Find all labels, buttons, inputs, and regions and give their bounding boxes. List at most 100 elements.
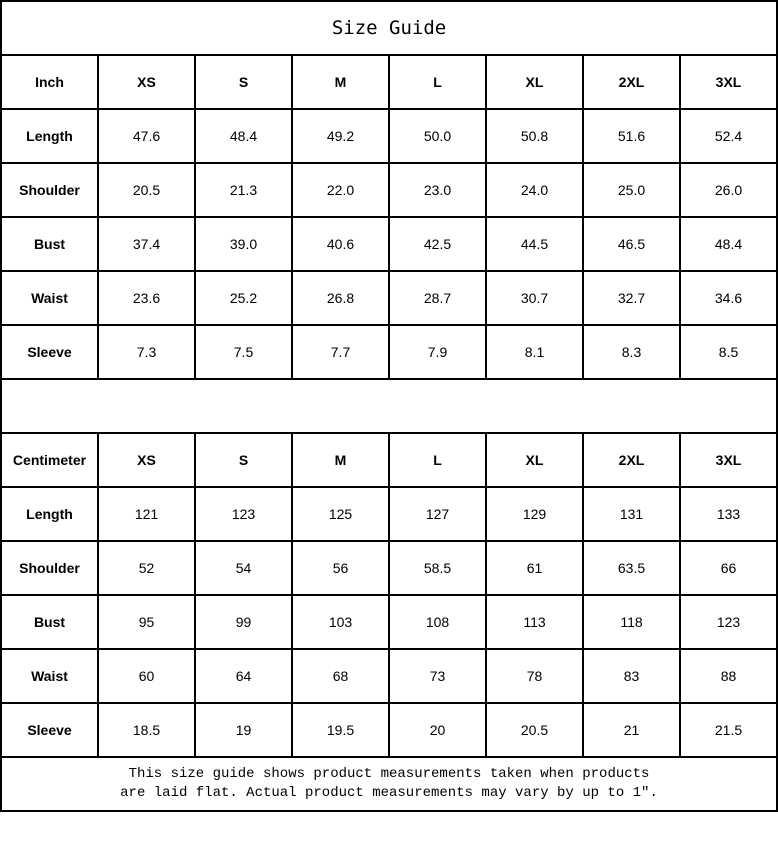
measurement-cell: 60 (97, 648, 196, 704)
size-header: 2XL (582, 432, 681, 488)
measurement-cell: 47.6 (97, 108, 196, 164)
table-row: Length 121 123 125 127 129 131 133 (0, 486, 778, 542)
unit-header: Inch (0, 54, 99, 110)
table-row: Shoulder 20.5 21.3 22.0 23.0 24.0 25.0 26.0 (0, 162, 778, 218)
measurement-cell: 133 (678, 486, 778, 542)
measurement-cell: 25.2 (194, 270, 293, 326)
measurement-cell: 99 (194, 594, 293, 650)
measurement-cell: 49.2 (291, 108, 390, 164)
size-header: L (388, 432, 487, 488)
measurement-cell: 131 (582, 486, 681, 542)
measurement-cell: 20.5 (485, 702, 584, 758)
table-row: Shoulder 52 54 56 58.5 61 63.5 66 (0, 540, 778, 596)
measurement-cell: 46.5 (582, 216, 681, 272)
row-label: Length (0, 486, 99, 542)
measurement-cell: 51.6 (582, 108, 681, 164)
measurement-cell: 88 (678, 648, 778, 704)
row-label: Shoulder (0, 540, 99, 596)
measurement-cell: 8.1 (485, 324, 584, 380)
row-label: Waist (0, 270, 99, 326)
measurement-cell: 103 (291, 594, 390, 650)
measurement-cell: 26.0 (678, 162, 778, 218)
size-header: S (194, 432, 293, 488)
table-row: Bust 37.4 39.0 40.6 42.5 44.5 46.5 48.4 (0, 216, 778, 272)
measurement-cell: 68 (291, 648, 390, 704)
measurement-cell: 8.5 (678, 324, 778, 380)
measurement-cell: 108 (388, 594, 487, 650)
measurement-cell: 23.0 (388, 162, 487, 218)
size-header: M (291, 54, 390, 110)
measurement-cell: 42.5 (388, 216, 487, 272)
measurement-cell: 7.5 (194, 324, 293, 380)
size-guide-table: Size Guide Inch XS S M L XL 2XL 3XL Length 47.6 48… (0, 0, 778, 812)
measurement-cell: 18.5 (97, 702, 196, 758)
table-row: Waist 23.6 25.2 26.8 28.7 30.7 32.7 34.6 (0, 270, 778, 326)
measurement-cell: 7.9 (388, 324, 487, 380)
measurement-cell: 39.0 (194, 216, 293, 272)
measurement-cell: 64 (194, 648, 293, 704)
measurement-cell: 73 (388, 648, 487, 704)
measurement-cell: 121 (97, 486, 196, 542)
measurement-cell: 118 (582, 594, 681, 650)
measurement-cell: 8.3 (582, 324, 681, 380)
measurement-cell: 28.7 (388, 270, 487, 326)
row-label: Waist (0, 648, 99, 704)
spacer-cell (0, 378, 778, 434)
note-line: are laid flat. Actual product measuremen… (120, 785, 658, 801)
measurement-cell: 40.6 (291, 216, 390, 272)
measurement-cell: 48.4 (678, 216, 778, 272)
row-label: Sleeve (0, 324, 99, 380)
size-header: 2XL (582, 54, 681, 110)
measurement-cell: 48.4 (194, 108, 293, 164)
size-header: XL (485, 54, 584, 110)
row-label: Bust (0, 216, 99, 272)
measurement-cell: 61 (485, 540, 584, 596)
measurement-cell: 7.3 (97, 324, 196, 380)
measurement-cell: 34.6 (678, 270, 778, 326)
measurement-cell: 52.4 (678, 108, 778, 164)
measurement-cell: 21.5 (678, 702, 778, 758)
table-row: Sleeve 7.3 7.5 7.7 7.9 8.1 8.3 8.5 (0, 324, 778, 380)
measurement-cell: 19 (194, 702, 293, 758)
measurement-cell: 21.3 (194, 162, 293, 218)
size-header: M (291, 432, 390, 488)
unit-header: Centimeter (0, 432, 99, 488)
measurement-cell: 95 (97, 594, 196, 650)
size-header: XS (97, 54, 196, 110)
measurement-cell: 129 (485, 486, 584, 542)
title-row: Size Guide (0, 0, 778, 56)
measurement-cell: 20.5 (97, 162, 196, 218)
measurement-cell: 56 (291, 540, 390, 596)
measurement-cell: 127 (388, 486, 487, 542)
measurement-cell: 58.5 (388, 540, 487, 596)
measurement-cell: 21 (582, 702, 681, 758)
measurement-cell: 50.8 (485, 108, 584, 164)
measurement-cell: 113 (485, 594, 584, 650)
measurement-cell: 26.8 (291, 270, 390, 326)
size-header: XS (97, 432, 196, 488)
measurement-cell: 78 (485, 648, 584, 704)
measurement-cell: 125 (291, 486, 390, 542)
size-header: XL (485, 432, 584, 488)
measurement-cell: 83 (582, 648, 681, 704)
measurement-cell: 52 (97, 540, 196, 596)
header-row: Inch XS S M L XL 2XL 3XL (0, 54, 778, 110)
measurement-cell: 54 (194, 540, 293, 596)
table-row: Length 47.6 48.4 49.2 50.0 50.8 51.6 52.4 (0, 108, 778, 164)
size-note: This size guide shows product measuremen… (0, 756, 778, 812)
measurement-cell: 22.0 (291, 162, 390, 218)
measurement-cell: 37.4 (97, 216, 196, 272)
measurement-cell: 24.0 (485, 162, 584, 218)
note-line: This size guide shows product measuremen… (128, 766, 650, 782)
measurement-cell: 30.7 (485, 270, 584, 326)
measurement-cell: 25.0 (582, 162, 681, 218)
measurement-cell: 20 (388, 702, 487, 758)
measurement-cell: 44.5 (485, 216, 584, 272)
table-row: Bust 95 99 103 108 113 118 123 (0, 594, 778, 650)
note-row: This size guide shows product measuremen… (0, 756, 778, 812)
size-header: 3XL (678, 432, 778, 488)
table-row: Sleeve 18.5 19 19.5 20 20.5 21 21.5 (0, 702, 778, 758)
measurement-cell: 19.5 (291, 702, 390, 758)
size-header: L (388, 54, 487, 110)
row-label: Length (0, 108, 99, 164)
